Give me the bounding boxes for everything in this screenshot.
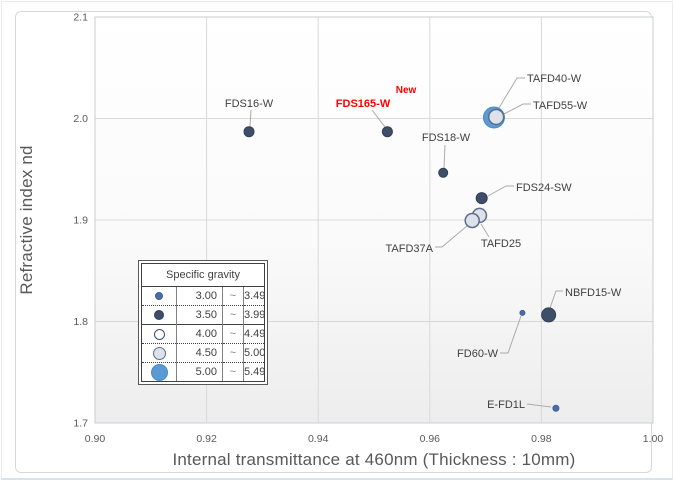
x-tick-label: 0.98	[531, 433, 552, 445]
leader-FD60-W	[500, 315, 522, 354]
legend-swatch-cell	[142, 362, 177, 381]
data-point-FDS165-W	[381, 126, 393, 138]
new-badge: New	[396, 85, 417, 96]
point-label-FDS24-SW: FDS24-SW	[516, 182, 572, 194]
legend-tilde: ~	[222, 305, 244, 325]
legend-swatch-cell	[142, 343, 177, 363]
legend-tilde: ~	[222, 287, 244, 306]
y-tick-label: 2.1	[73, 12, 88, 24]
point-label-TAFD55-W: TAFD55-W	[533, 100, 588, 112]
specific-gravity-legend: Specific gravity 3.00 ~3.49 3.50 ~3.99 4.00 ~…	[138, 260, 268, 385]
legend-swatch-icon	[150, 363, 168, 381]
legend-swatch-icon	[153, 328, 165, 340]
data-point-FD60-W	[519, 309, 526, 316]
data-point-TAFD55-W	[487, 108, 505, 126]
legend-swatch-cell	[142, 324, 177, 344]
legend-swatch-cell	[142, 305, 177, 325]
leader-NBFD15-W	[549, 290, 563, 309]
leader-FDS24-SW	[487, 185, 514, 197]
x-tick-label: 0.94	[308, 433, 329, 445]
legend-row: 3.50 ~3.99	[142, 305, 265, 325]
legend-row: 4.00 ~4.49	[142, 324, 265, 344]
y-tick-label: 1.8	[73, 316, 88, 328]
x-tick-label: 0.96	[420, 433, 441, 445]
legend-tilde: ~	[222, 324, 244, 344]
legend-min-value: 4.00	[176, 324, 223, 344]
leader-TAFD37A	[435, 225, 468, 248]
point-label-FDS16-W: FDS16-W	[225, 98, 274, 110]
data-point-FDS18-W	[438, 167, 449, 178]
x-tick-label: 1.00	[643, 433, 664, 445]
leader-TAFD40-W	[498, 77, 525, 109]
legend-min-value: 3.00	[176, 287, 223, 306]
point-label-FD60-W: FD60-W	[457, 348, 499, 360]
legend-swatch-cell	[142, 287, 177, 306]
legend-min-value: 5.00	[176, 362, 223, 381]
leader-FDS165-W	[371, 109, 386, 128]
leader-TAFD25	[480, 223, 490, 238]
x-tick-label: 0.90	[85, 433, 106, 445]
legend-title: Specific gravity	[142, 264, 264, 287]
data-point-TAFD37A	[464, 212, 480, 229]
point-label-E-FD1L: E-FD1L	[487, 399, 525, 411]
legend-min-value: 3.50	[176, 305, 223, 325]
x-axis-title: Internal transmittance at 460nm (Thickne…	[172, 450, 576, 469]
legend-row: 5.00 ~5.49	[142, 362, 265, 381]
legend-table: 3.00 ~3.49 3.50 ~3.99 4.00 ~4.49 4.50 ~5.00 5.00…	[142, 287, 266, 381]
leader-FDS18-W	[443, 144, 446, 169]
legend-swatch-icon	[152, 346, 166, 360]
data-point-FDS24-SW	[475, 192, 488, 205]
legend-swatch-icon	[155, 292, 163, 301]
legend-row: 4.50 ~5.00	[142, 343, 265, 363]
y-axis-title: Refractive index nd	[17, 145, 36, 295]
point-label-FDS18-W: FDS18-W	[422, 132, 471, 144]
y-tick-label: 1.9	[73, 215, 88, 227]
leader-TAFD55-W	[503, 103, 531, 115]
legend-swatch-icon	[154, 310, 164, 321]
plot-border	[94, 16, 654, 424]
legend-max-value: 3.49	[244, 290, 266, 302]
legend-row: 3.00 ~3.49	[142, 287, 266, 306]
legend-max-value: 3.99	[243, 305, 265, 325]
legend-min-value: 4.50	[176, 343, 223, 363]
leader-FDS16-W	[249, 109, 252, 128]
legend-max-value: 5.00	[243, 343, 265, 363]
point-label-TAFD40-W: TAFD40-W	[527, 73, 582, 85]
point-label-TAFD37A: TAFD37A	[386, 243, 434, 255]
legend-box: Specific gravity 3.00 ~3.49 3.50 ~3.99 4.00 ~…	[141, 263, 265, 382]
data-point-FDS16-W	[243, 126, 255, 138]
data-point-NBFD15-W	[541, 307, 557, 323]
y-tick-label: 2.0	[73, 113, 88, 125]
legend-tilde: ~	[222, 343, 244, 363]
legend-max-value: 5.49	[243, 362, 265, 381]
legend-tilde: ~	[222, 362, 244, 381]
leader-E-FD1L	[526, 403, 552, 408]
data-point-E-FD1L	[552, 404, 560, 412]
legend-max-value: 4.49	[243, 324, 265, 344]
point-label-NBFD15-W: NBFD15-W	[565, 287, 622, 299]
point-label-FDS165-W: FDS165-W	[336, 98, 391, 110]
y-tick-label: 1.7	[73, 418, 88, 430]
x-tick-label: 0.92	[196, 433, 217, 445]
point-label-TAFD25: TAFD25	[481, 238, 521, 250]
